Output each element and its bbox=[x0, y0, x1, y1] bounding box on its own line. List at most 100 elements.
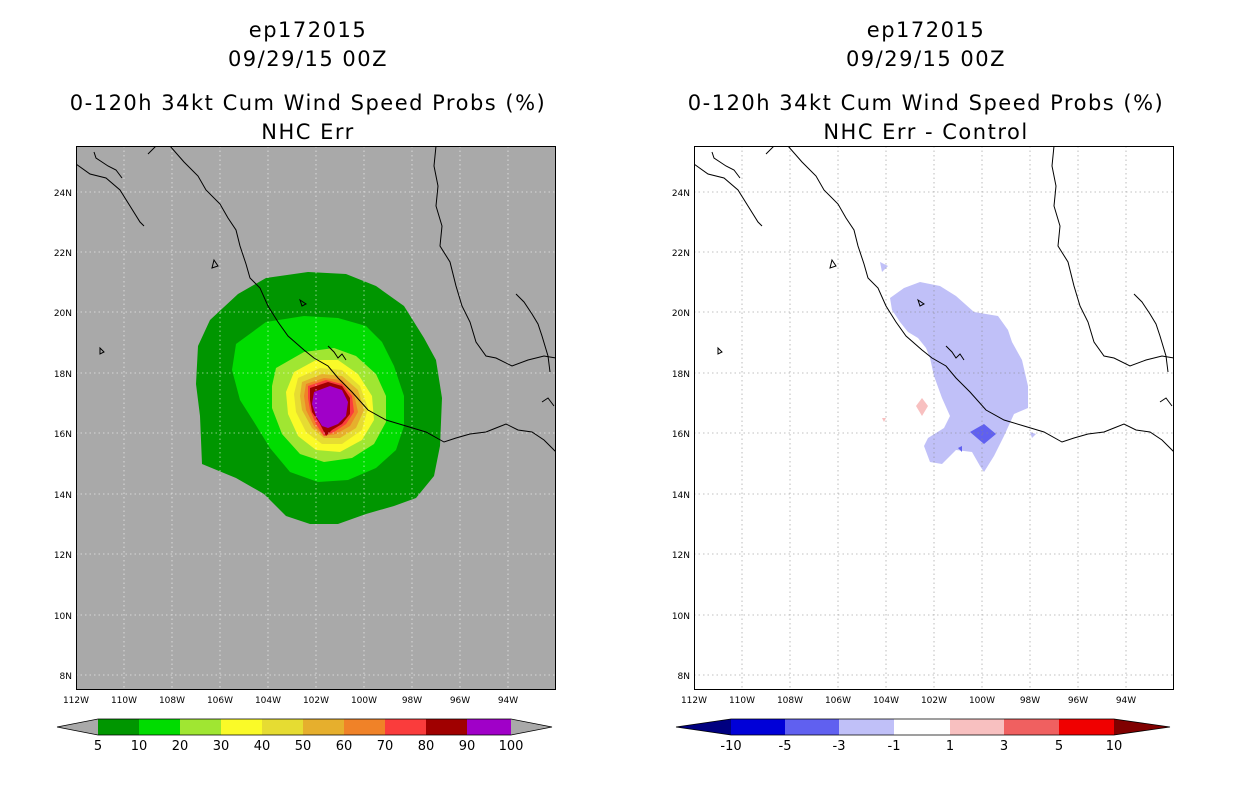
right-product-block: 0-120h 34kt Cum Wind Speed Probs (%) NHC… bbox=[646, 89, 1206, 147]
right-map-frame bbox=[694, 146, 1174, 690]
right-datetime: 09/29/15 00Z bbox=[845, 47, 1007, 71]
left-cbar-label-80: 80 bbox=[418, 739, 435, 754]
left-lat-22: 22N bbox=[54, 249, 72, 259]
left-lat-labels: 24N 22N 20N 18N 16N 14N 12N 10N 8N bbox=[54, 189, 72, 682]
left-lat-14: 14N bbox=[54, 491, 72, 501]
right-cbar-label-p3: 3 bbox=[1000, 739, 1008, 754]
diff-minus3-region bbox=[970, 424, 996, 444]
left-lon-96: 96W bbox=[450, 696, 470, 706]
left-lat-8: 8N bbox=[60, 672, 72, 682]
right-lon-100: 100W bbox=[969, 696, 995, 706]
right-colorbar: -10 -5 -3 -1 1 3 5 10 bbox=[675, 718, 1171, 754]
right-storm-id: ep172015 bbox=[866, 18, 986, 42]
right-cbar-label-p1: 1 bbox=[946, 739, 954, 754]
prob-90-contour bbox=[312, 386, 348, 428]
right-colorbar-p5 bbox=[1059, 719, 1114, 735]
right-lat-14: 14N bbox=[672, 491, 690, 501]
right-lon-102: 102W bbox=[921, 696, 947, 706]
right-lat-18: 18N bbox=[672, 370, 690, 380]
left-subtitle: NHC Err bbox=[261, 120, 355, 144]
right-product-title: 0-120h 34kt Cum Wind Speed Probs (%) bbox=[687, 91, 1165, 115]
left-lon-98: 98W bbox=[402, 696, 422, 706]
left-lat-10: 10N bbox=[54, 612, 72, 622]
right-colorbar-m3 bbox=[839, 719, 894, 735]
right-lat-12: 12N bbox=[672, 551, 690, 561]
left-cbar-label-20: 20 bbox=[172, 739, 189, 754]
left-lon-106: 106W bbox=[207, 696, 233, 706]
left-colorbar-10 bbox=[139, 719, 180, 735]
left-map-frame bbox=[76, 146, 556, 690]
right-lon-labels: 112W 110W 108W 106W 104W 102W 100W 98W 9… bbox=[681, 696, 1136, 706]
right-cbar-label-p10: 10 bbox=[1106, 739, 1123, 754]
right-map-panel bbox=[694, 146, 1174, 690]
left-colorbar-60 bbox=[344, 719, 385, 735]
left-lat-18: 18N bbox=[54, 370, 72, 380]
left-lon-112: 112W bbox=[63, 696, 89, 706]
right-lon-104: 104W bbox=[873, 696, 899, 706]
left-cbar-label-90: 90 bbox=[459, 739, 476, 754]
right-lon-108: 108W bbox=[777, 696, 803, 706]
left-cbar-label-70: 70 bbox=[377, 739, 394, 754]
left-lon-104: 104W bbox=[255, 696, 281, 706]
right-lon-94: 94W bbox=[1116, 696, 1136, 706]
left-colorbar: 5 10 20 30 40 50 60 70 80 90 100 bbox=[56, 718, 553, 754]
right-cbar-label-m3: -3 bbox=[833, 739, 846, 754]
left-coastline bbox=[76, 146, 556, 453]
left-datetime: 09/29/15 00Z bbox=[227, 47, 389, 71]
right-lat-16: 16N bbox=[672, 430, 690, 440]
left-lat-16: 16N bbox=[54, 430, 72, 440]
right-lat-labels: 24N 22N 20N 18N 16N 14N 12N 10N 8N bbox=[672, 189, 690, 682]
right-cbar-label-m5: -5 bbox=[779, 739, 792, 754]
right-lat-22: 22N bbox=[672, 249, 690, 259]
left-lon-110: 110W bbox=[111, 696, 137, 706]
right-lon-96: 96W bbox=[1068, 696, 1088, 706]
right-map bbox=[694, 146, 1174, 690]
right-lon-110: 110W bbox=[729, 696, 755, 706]
right-cbar-label-p5: 5 bbox=[1055, 739, 1063, 754]
left-lon-94: 94W bbox=[498, 696, 518, 706]
right-subtitle: NHC Err - Control bbox=[823, 120, 1029, 144]
diff-minus1-island bbox=[880, 262, 888, 272]
left-product-block: 0-120h 34kt Cum Wind Speed Probs (%) NHC… bbox=[28, 89, 588, 147]
left-cbar-label-10: 10 bbox=[131, 739, 148, 754]
right-lon-112: 112W bbox=[681, 696, 707, 706]
left-colorbar-40 bbox=[262, 719, 303, 735]
right-title-block: ep172015 09/29/15 00Z bbox=[646, 16, 1206, 74]
left-colorbar-50 bbox=[303, 719, 344, 735]
left-lon-108: 108W bbox=[159, 696, 185, 706]
left-colorbar-5 bbox=[98, 719, 139, 735]
right-cbar-label-m1: -1 bbox=[888, 739, 901, 754]
diff-minus1-region bbox=[890, 282, 1028, 472]
left-lon-100: 100W bbox=[351, 696, 377, 706]
right-colorbar-over bbox=[1114, 719, 1170, 735]
left-lon-102: 102W bbox=[303, 696, 329, 706]
left-lon-labels: 112W 110W 108W 106W 104W 102W 100W 98W 9… bbox=[63, 696, 518, 706]
left-cbar-label-40: 40 bbox=[254, 739, 271, 754]
left-lat-12: 12N bbox=[54, 551, 72, 561]
right-coastline bbox=[694, 146, 1174, 453]
right-lat-10: 10N bbox=[672, 612, 690, 622]
left-map-panel bbox=[76, 146, 556, 690]
right-lat-20: 20N bbox=[672, 309, 690, 319]
left-lat-20: 20N bbox=[54, 309, 72, 319]
right-colorbar-m5 bbox=[785, 719, 839, 735]
right-lat-24: 24N bbox=[672, 189, 690, 199]
left-lat-24: 24N bbox=[54, 189, 72, 199]
left-cbar-label-30: 30 bbox=[213, 739, 230, 754]
right-lon-98: 98W bbox=[1020, 696, 1040, 706]
left-title-block: ep172015 09/29/15 00Z bbox=[28, 16, 588, 74]
right-colorbar-m10 bbox=[731, 719, 785, 735]
right-cbar-label-m10: -10 bbox=[720, 739, 741, 754]
right-lon-106: 106W bbox=[825, 696, 851, 706]
left-cbar-label-5: 5 bbox=[94, 739, 102, 754]
diff-minus3-dot bbox=[958, 446, 962, 452]
left-colorbar-under bbox=[57, 719, 98, 735]
right-gridlines bbox=[694, 146, 1174, 690]
left-gridlines bbox=[76, 146, 556, 690]
left-colorbar-20 bbox=[180, 719, 221, 735]
diff-plus1-dot bbox=[882, 418, 886, 422]
left-cbar-label-60: 60 bbox=[336, 739, 353, 754]
left-colorbar-30 bbox=[221, 719, 262, 735]
left-colorbar-over bbox=[511, 719, 552, 735]
right-lat-8: 8N bbox=[678, 672, 690, 682]
